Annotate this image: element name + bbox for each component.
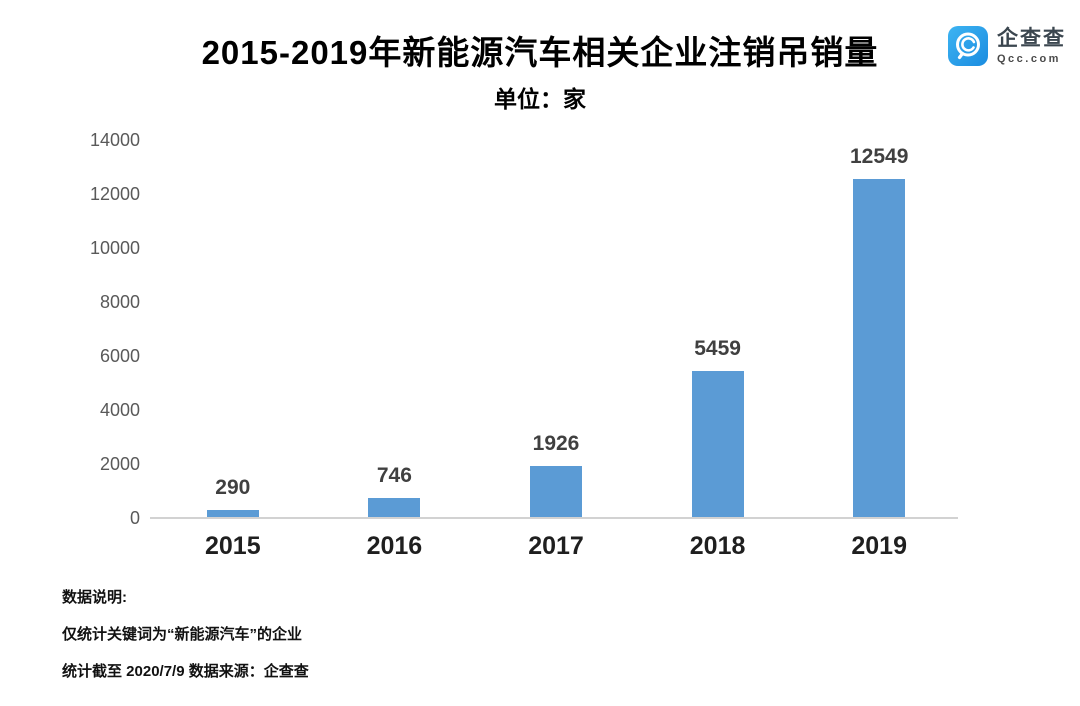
y-axis-tick-label: 12000: [89, 184, 140, 204]
bar-2015: [206, 510, 259, 517]
y-axis-tick-label: 0: [129, 508, 140, 528]
qcc-logo-icon: [948, 26, 988, 66]
bar-value-label: 5459: [694, 336, 741, 360]
bar-2016: [368, 497, 421, 517]
y-axis-tick-label: 2000: [99, 454, 140, 474]
bar-value-label: 12549: [849, 145, 909, 169]
x-axis-category-label: 2015: [204, 532, 261, 560]
y-axis-tick-label: 10000: [89, 238, 140, 258]
magnifier-q-icon: [956, 32, 980, 60]
bar-2019: [853, 179, 906, 517]
bar-value-label: 290: [215, 476, 251, 500]
bar-value-label: 1926: [532, 431, 580, 455]
x-axis-category-label: 2018: [689, 532, 746, 560]
footnote-heading: 数据说明:: [62, 589, 127, 606]
qcc-logo-name: 企查查: [997, 26, 1066, 50]
footnote-source: 统计截至 2020/7/9 数据来源：企查查: [62, 663, 309, 680]
chart-unit-subtitle: 单位：家: [494, 86, 586, 112]
y-axis-tick-label: 4000: [99, 400, 140, 420]
x-axis-category-label: 2019: [851, 532, 907, 560]
qcc-logo: 企查查 Qcc.com: [948, 26, 1066, 66]
qcc-logo-text: 企查查 Qcc.com: [997, 27, 1066, 65]
bar-2018: [691, 370, 744, 517]
footnotes: 数据说明: 仅统计关键词为“新能源汽车”的企业 统计截至 2020/7/9 数据…: [62, 589, 309, 700]
footnote-scope: 仅统计关键词为“新能源汽车”的企业: [62, 626, 303, 643]
chart-title: 2015-2019年新能源汽车相关企业注销吊销量: [201, 34, 879, 71]
bar-value-label: 746: [376, 463, 412, 487]
y-axis-tick-label: 6000: [99, 346, 140, 366]
qcc-logo-domain: Qcc.com: [997, 53, 1061, 65]
x-axis-line: [150, 517, 958, 519]
x-axis-category-label: 2017: [528, 532, 584, 560]
bar-2017: [530, 465, 582, 517]
y-axis-tick-label: 8000: [99, 292, 140, 312]
y-axis-tick-label: 14000: [89, 130, 140, 150]
x-axis-category-label: 2016: [366, 532, 423, 560]
